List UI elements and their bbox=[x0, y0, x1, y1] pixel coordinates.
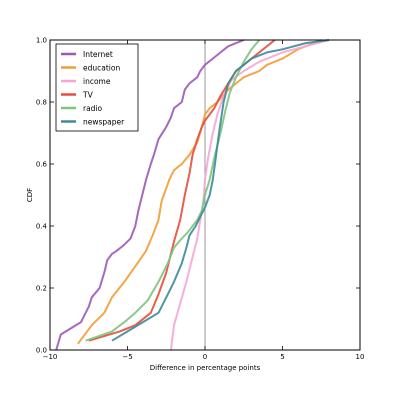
y-tick-label: 0.4 bbox=[36, 223, 48, 231]
y-axis-label: CDF bbox=[26, 188, 34, 202]
legend-label-internet: Internet bbox=[83, 50, 113, 59]
series-line-newspaper bbox=[111, 39, 330, 342]
x-tick-label: 0 bbox=[203, 353, 207, 361]
y-tick-label: 1.0 bbox=[36, 37, 47, 45]
series-line-radio bbox=[85, 39, 261, 342]
x-tick-label: −10 bbox=[43, 353, 58, 361]
series-line-education bbox=[77, 39, 322, 345]
legend-label-tv: TV bbox=[82, 91, 94, 100]
legend-label-newspaper: newspaper bbox=[83, 118, 125, 127]
legend-label-income: income bbox=[83, 77, 111, 86]
legend-label-education: education bbox=[83, 64, 120, 73]
series-lines bbox=[55, 39, 330, 351]
y-tick-label: 0.0 bbox=[36, 347, 47, 355]
axis-ticks: −10 −5 0 5 10 0.0 0.2 0.4 0.6 0.8 1.0 bbox=[36, 37, 365, 362]
y-tick-label: 0.2 bbox=[36, 285, 47, 293]
series-line-internet bbox=[55, 39, 245, 351]
x-axis-label: Difference in percentage points bbox=[150, 364, 261, 372]
y-tick-label: 0.6 bbox=[36, 161, 48, 169]
legend-label-radio: radio bbox=[83, 104, 103, 113]
x-tick-label: 10 bbox=[356, 353, 365, 361]
legend-box bbox=[55, 43, 139, 132]
series-line-income bbox=[169, 39, 330, 351]
x-tick-label: 5 bbox=[280, 353, 284, 361]
y-tick-label: 0.8 bbox=[36, 99, 47, 107]
x-tick-label: −5 bbox=[122, 353, 132, 361]
legend: Internet education income TV radio newspaper bbox=[55, 43, 139, 132]
axes-frame bbox=[49, 39, 361, 351]
